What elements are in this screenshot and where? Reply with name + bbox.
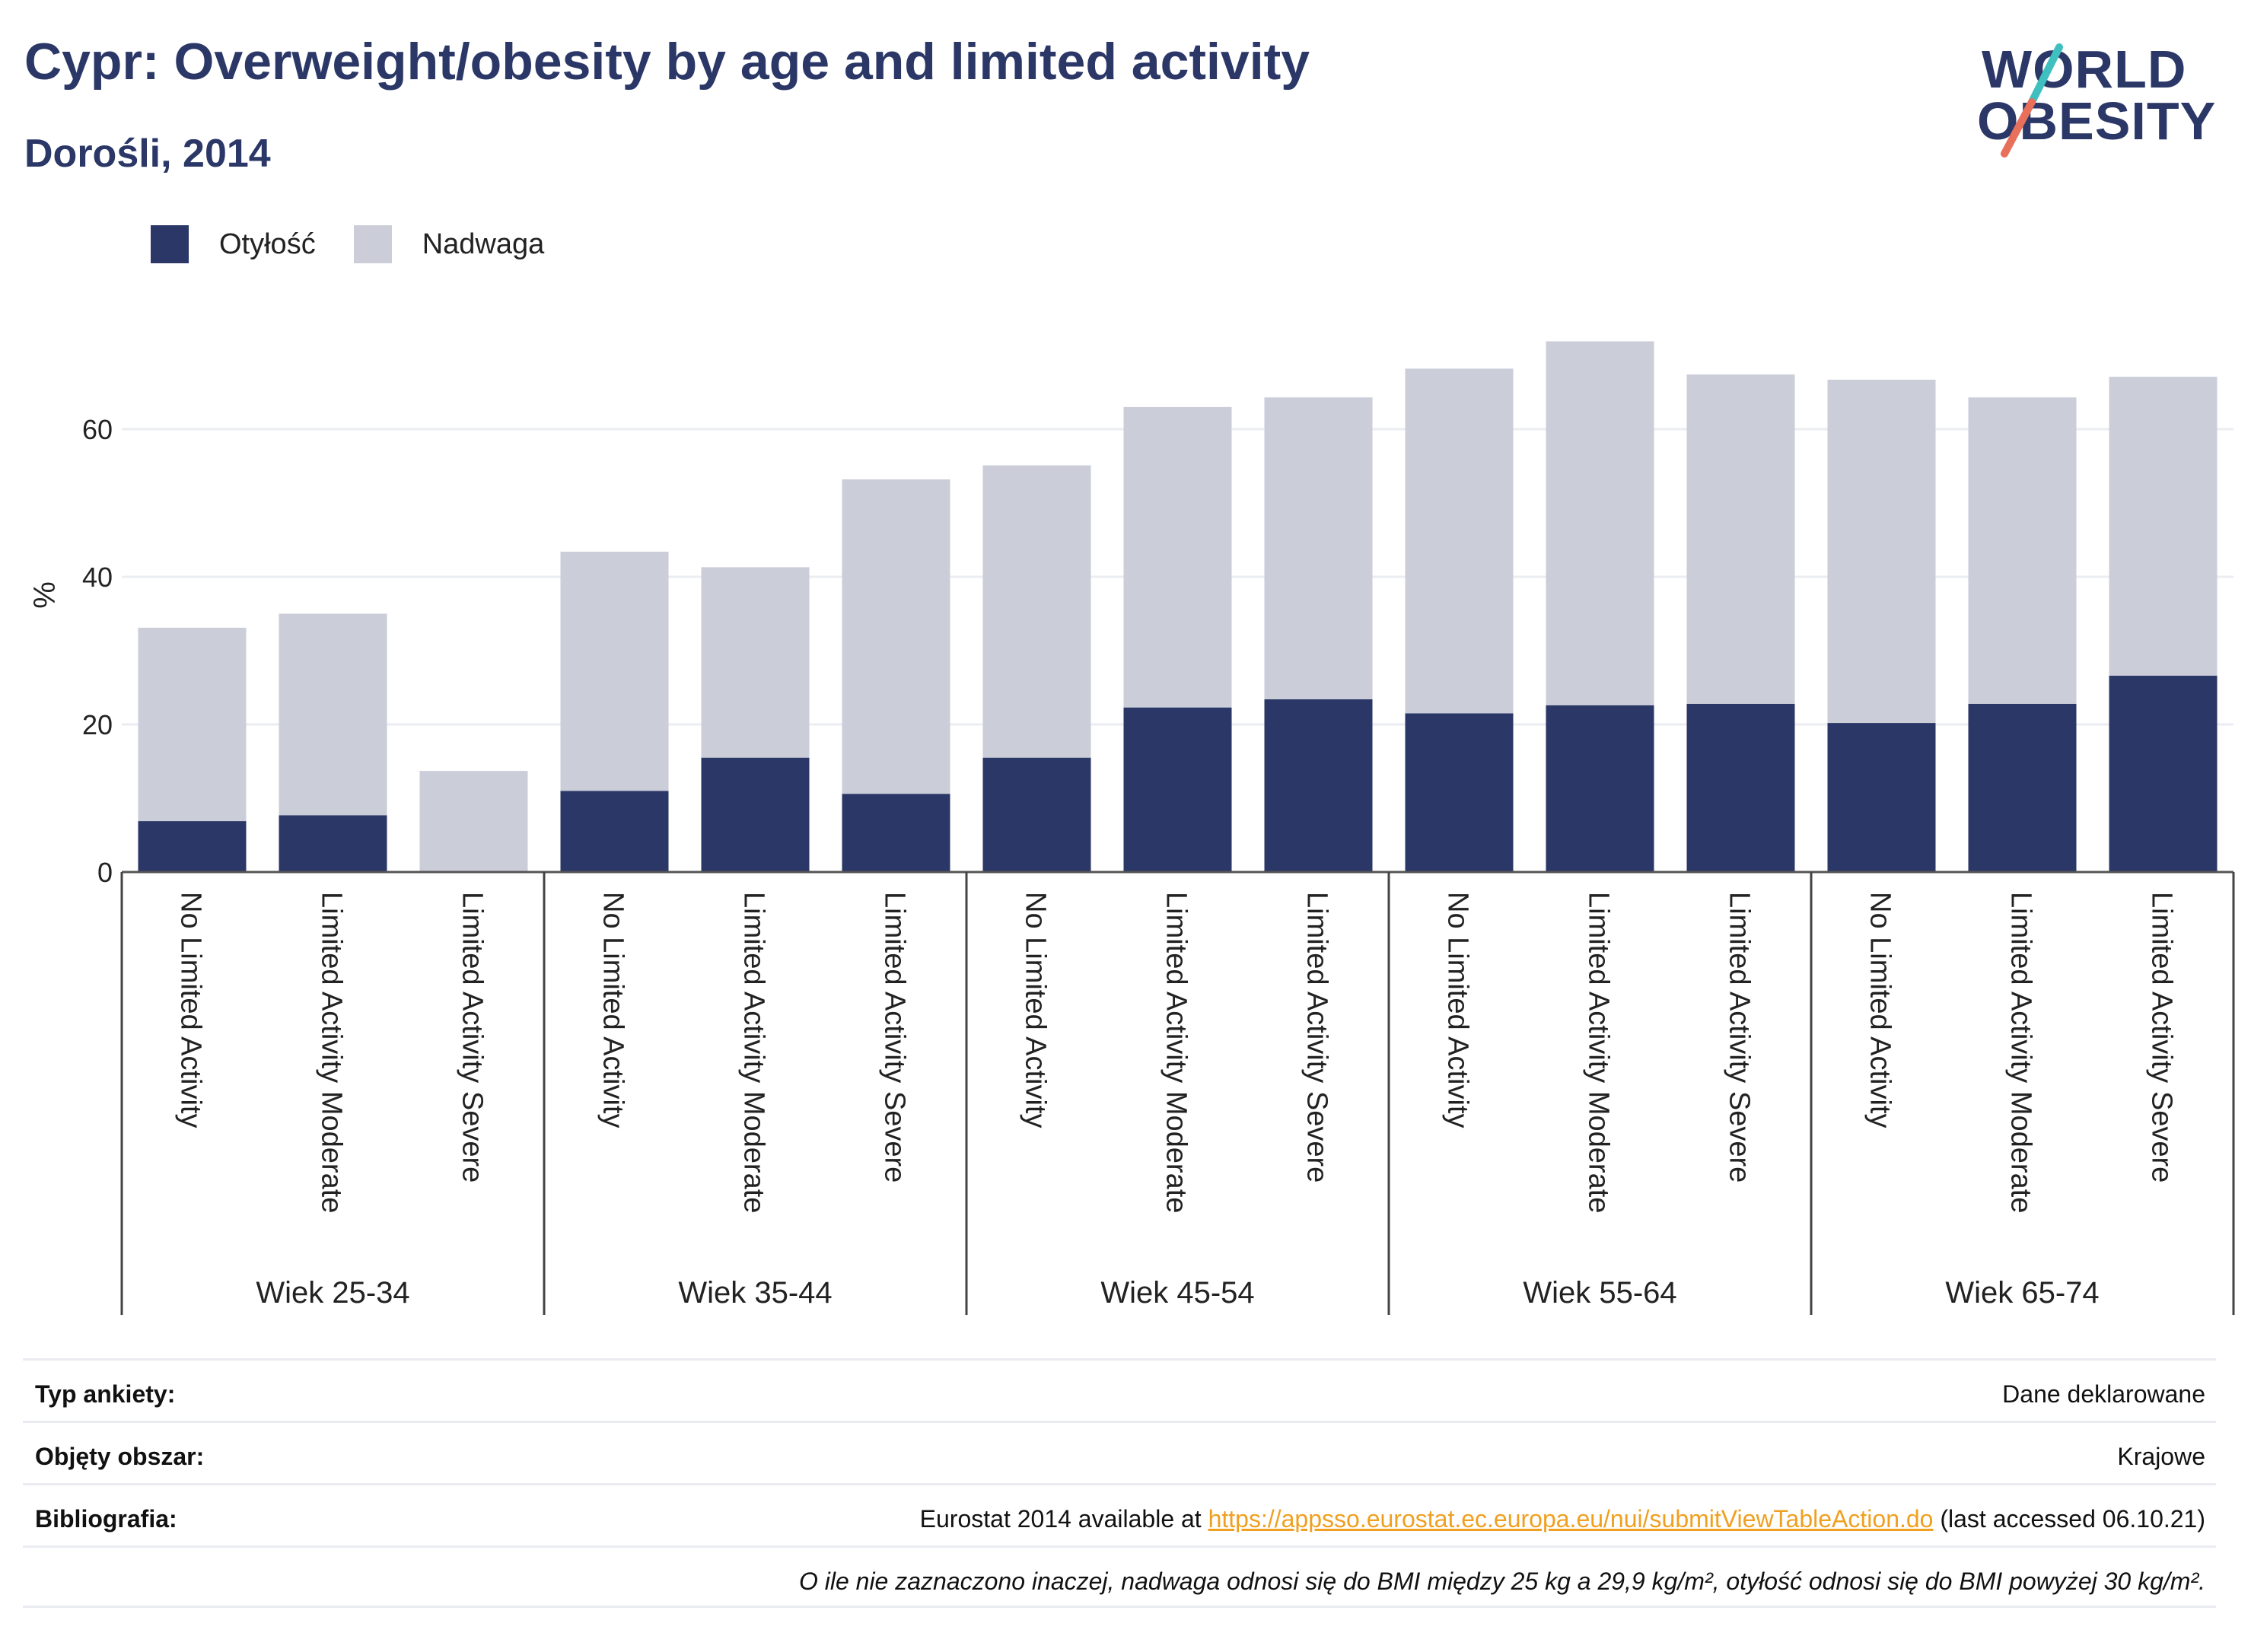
bar-overweight [1546, 341, 1654, 705]
chart-subtitle: Dorośli, 2014 [24, 132, 271, 176]
x-category-label: Limited Activity Moderate [316, 892, 348, 1213]
x-category-label: Limited Activity Moderate [1583, 892, 1615, 1213]
x-category-label: Limited Activity Moderate [738, 892, 770, 1213]
bibliography-link[interactable]: https://appsso.eurostat.ec.europa.eu/nui… [1208, 1505, 1934, 1533]
x-group-label: Wiek 25-34 [256, 1276, 409, 1310]
bibliography-suffix: (last accessed 06.10.21) [1933, 1505, 2205, 1533]
bar-overweight [560, 552, 669, 791]
bar-obesity [1123, 707, 1232, 872]
bar-overweight [138, 627, 247, 822]
bar-obesity [279, 815, 387, 872]
y-tick-label: 0 [97, 857, 113, 888]
meta-value: Dane deklarowane [2002, 1380, 2205, 1408]
meta-key: Objęty obszar: [35, 1443, 205, 1470]
legend-swatch-obesity [151, 225, 189, 263]
x-category-label: Limited Activity Moderate [2005, 892, 2037, 1213]
meta-value: Eurostat 2014 available at https://appss… [920, 1505, 2205, 1533]
meta-row-note: O ile nie zaznaczono inaczej, nadwaga od… [23, 1545, 2216, 1608]
bar-obesity [1968, 703, 2077, 872]
meta-row-survey-type: Typ ankiety: Dane deklarowane [23, 1358, 2216, 1421]
x-group-label: Wiek 35-44 [678, 1276, 832, 1310]
x-group-label: Wiek 65-74 [1945, 1276, 2099, 1310]
x-category-label: No Limited Activity [175, 892, 207, 1128]
x-group-label: Wiek 55-64 [1523, 1276, 1676, 1310]
logo-line1: WORLD [1982, 40, 2187, 99]
legend-item-overweight[interactable]: Nadwaga [353, 225, 545, 263]
x-category-label: Limited Activity Severe [879, 892, 911, 1183]
x-category-label: No Limited Activity [1864, 892, 1896, 1128]
bar-overweight [419, 771, 528, 872]
x-category-label: Limited Activity Severe [1301, 892, 1333, 1183]
legend-swatch-overweight [353, 225, 392, 263]
bar-obesity [1827, 723, 1936, 872]
bibliography-prefix: Eurostat 2014 available at [919, 1505, 1208, 1533]
x-category-label: No Limited Activity [597, 892, 629, 1128]
meta-row-bibliography: Bibliografia: Eurostat 2014 available at… [23, 1483, 2216, 1545]
legend-label-obesity: Otyłość [219, 228, 316, 260]
bar-overweight [2109, 377, 2218, 676]
y-tick-label: 40 [82, 562, 113, 593]
bar-obesity [842, 794, 950, 872]
metadata-table: Typ ankiety: Dane deklarowane Objęty obs… [23, 1358, 2216, 1608]
bar-overweight [701, 567, 810, 758]
x-category-label: Limited Activity Severe [457, 892, 489, 1183]
bar-overweight [1264, 397, 1373, 700]
bar-obesity [1264, 699, 1373, 872]
bar-obesity [1405, 713, 1514, 872]
x-category-label: Limited Activity Severe [2146, 892, 2178, 1183]
meta-key: Typ ankiety: [35, 1380, 176, 1408]
bar-chart: 0 20 40 60% No Limited Activity Limited Activ… [28, 341, 2235, 1315]
bar-obesity [560, 791, 669, 872]
chart-title: Cypr: Overweight/obesity by age and limi… [24, 33, 1310, 91]
meta-key: Bibliografia: [35, 1505, 177, 1533]
legend-item-obesity[interactable]: Otyłość [151, 225, 316, 263]
bar-obesity [1546, 705, 1654, 872]
bar-obesity [138, 821, 247, 872]
logo-line2: OBESITY [1977, 91, 2217, 151]
bar-overweight [279, 613, 387, 816]
chart-legend: Otyłość Nadwaga [151, 225, 582, 263]
bar-obesity [1686, 703, 1795, 872]
y-tick-label: 20 [82, 709, 113, 740]
x-category-label: Limited Activity Moderate [1161, 892, 1192, 1213]
y-axis-label: % [28, 581, 62, 609]
bar-obesity [2109, 675, 2218, 872]
logo-slash-icon [2001, 43, 2063, 158]
x-category-label: Limited Activity Severe [1724, 892, 1756, 1183]
x-category-label: No Limited Activity [1442, 892, 1474, 1128]
bar-overweight [1827, 380, 1936, 724]
bar-overweight [1405, 368, 1514, 714]
definition-note: O ile nie zaznaczono inaczej, nadwaga od… [798, 1568, 2205, 1595]
world-obesity-logo: WORLD OBESITY [1977, 40, 2228, 161]
bar-obesity [982, 757, 1091, 872]
meta-value: Krajowe [2117, 1443, 2205, 1470]
y-tick-label: 60 [82, 414, 113, 445]
bar-obesity [701, 757, 810, 872]
bar-overweight [842, 479, 950, 794]
legend-label-overweight: Nadwaga [422, 228, 545, 260]
bar-overweight [982, 465, 1091, 758]
bar-overweight [1123, 406, 1232, 708]
x-group-label: Wiek 45-54 [1100, 1276, 1254, 1310]
bar-overweight [1968, 397, 2077, 704]
meta-row-coverage: Objęty obszar: Krajowe [23, 1421, 2216, 1483]
x-category-label: No Limited Activity [1020, 892, 1052, 1128]
bar-overweight [1686, 374, 1795, 704]
